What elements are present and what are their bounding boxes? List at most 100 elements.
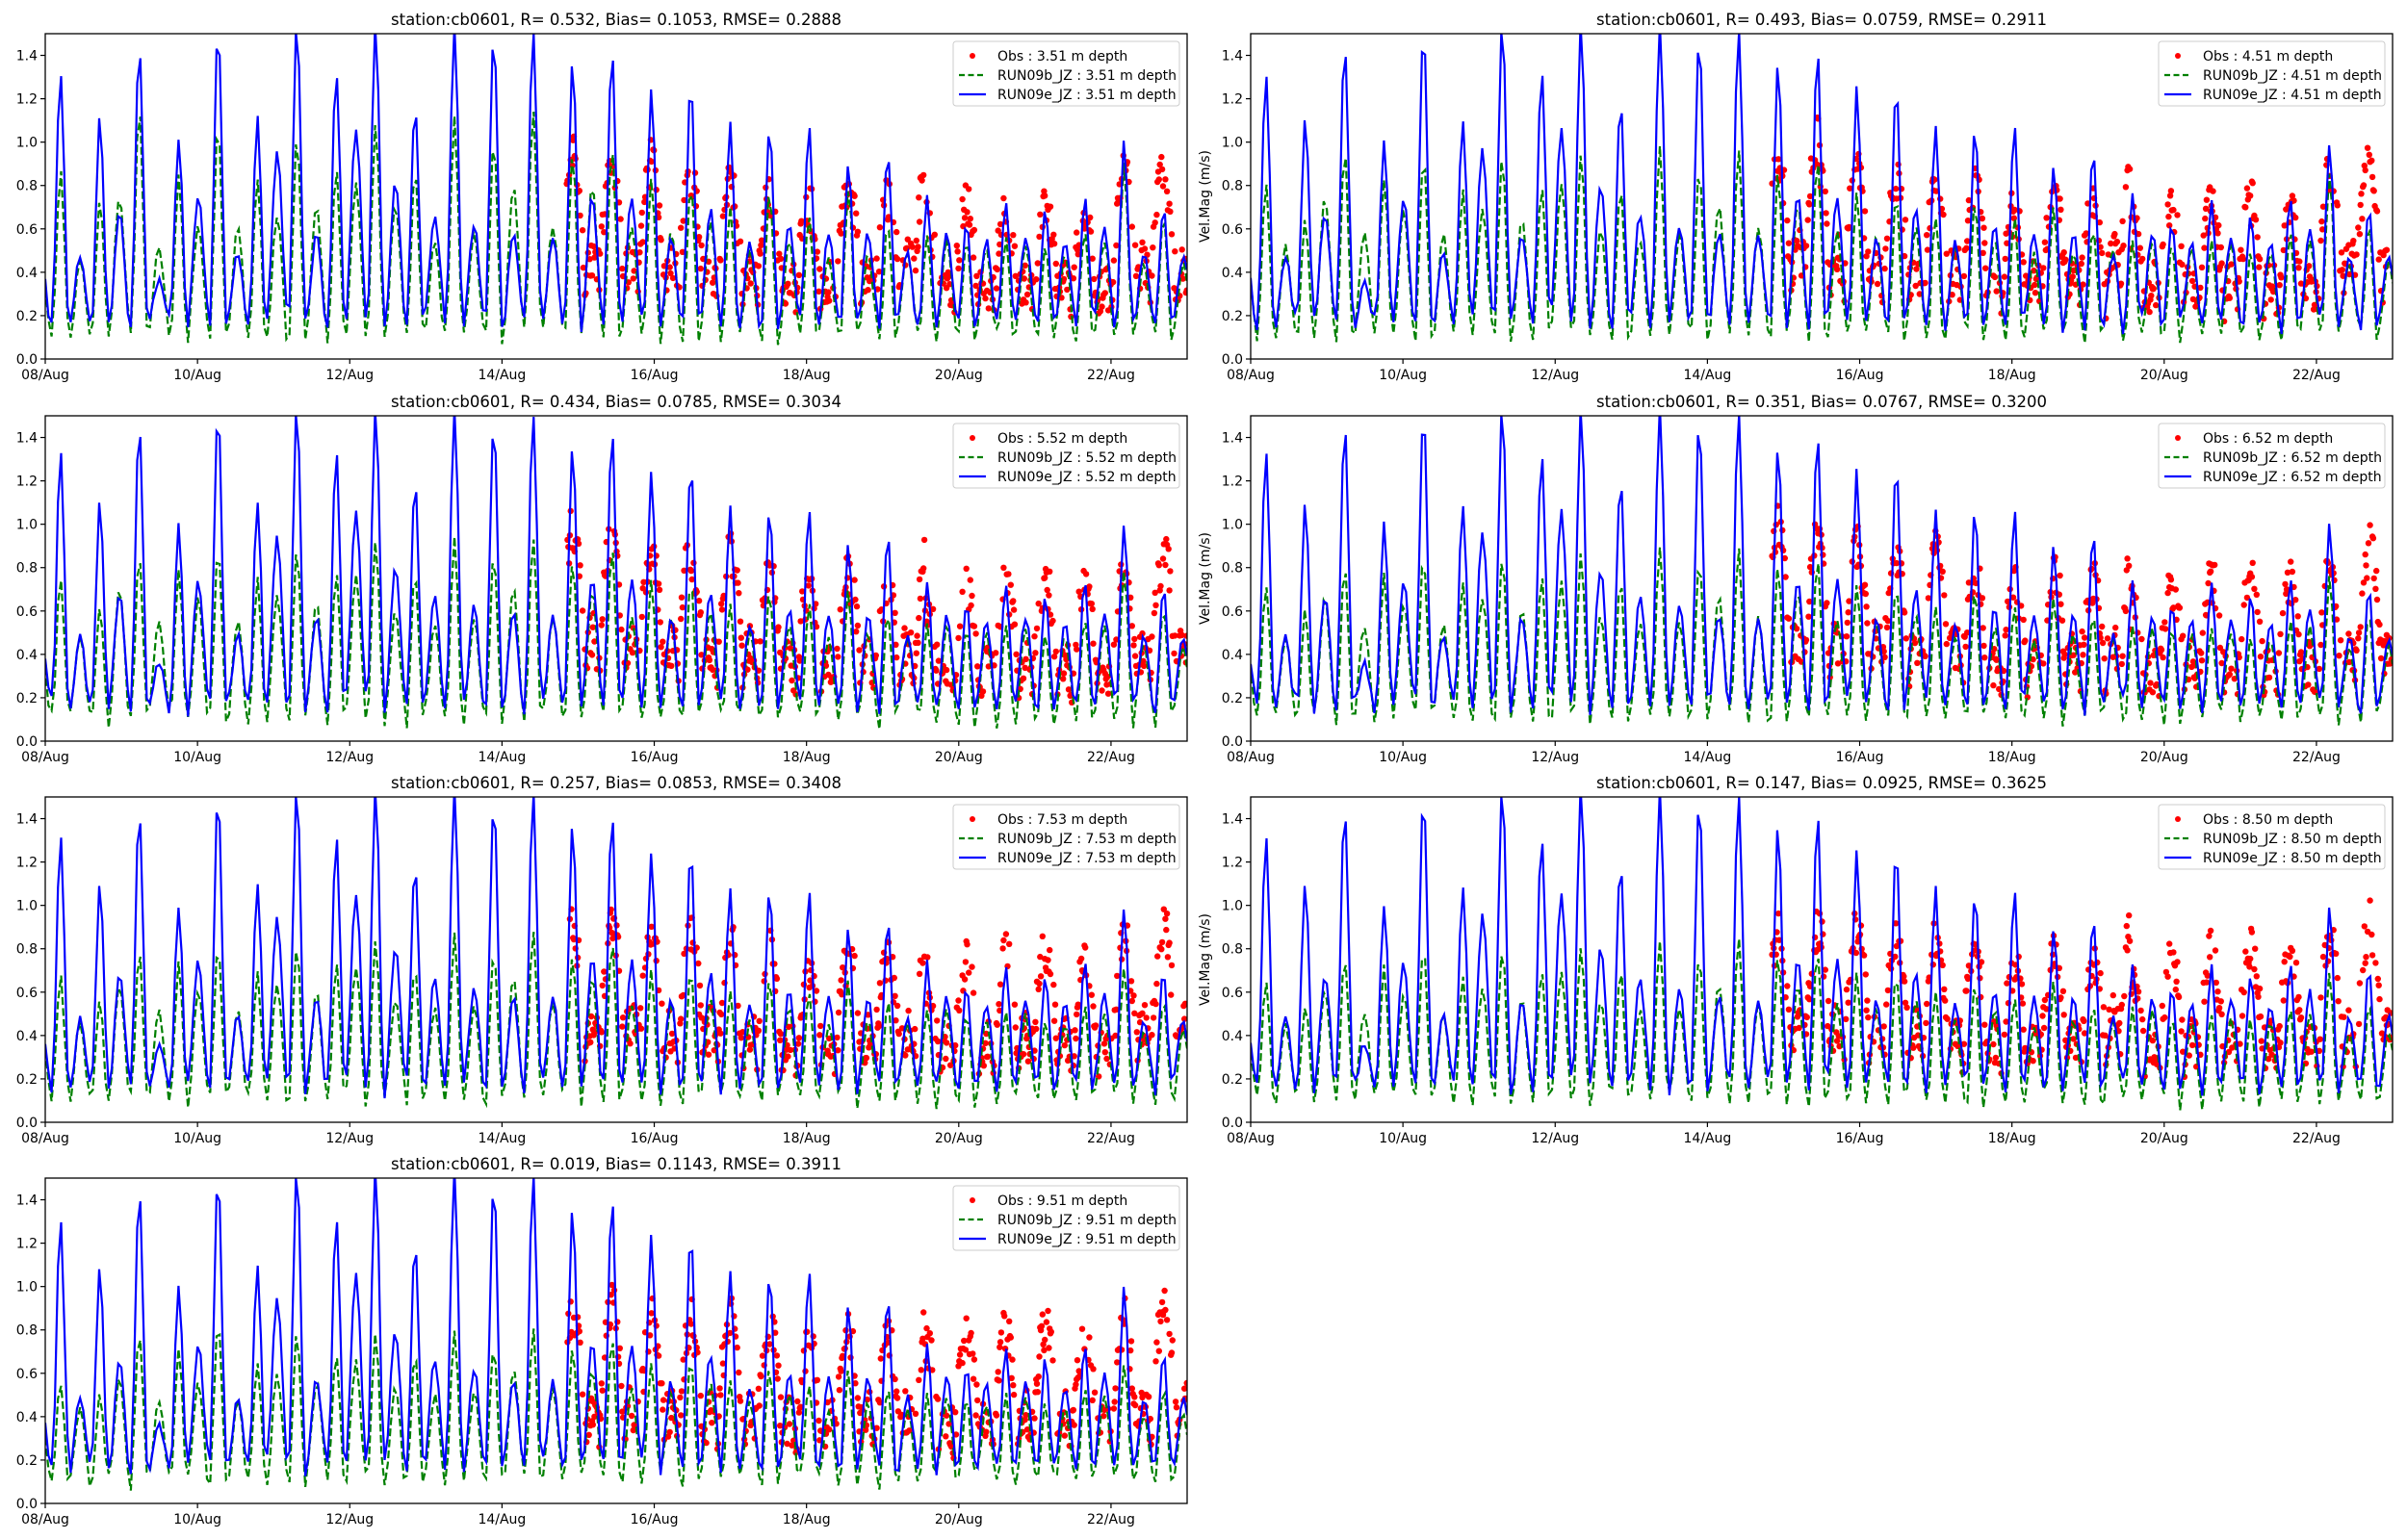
obs-point [969,592,975,600]
obs-point [2123,922,2130,930]
subplot-6: station:cb0601, R= 0.147, Bias= 0.0925, … [1198,774,2394,1146]
obs-point [1000,564,1007,571]
obs-point [586,256,593,263]
obs-point [2003,627,2009,633]
obs-point [1159,183,1167,190]
obs-point [2308,1048,2315,1055]
obs-point [2291,197,2297,204]
obs-point [961,976,969,983]
obs-point [1022,299,1029,306]
subplot-title: station:cb0601, R= 0.351, Bias= 0.0767, … [1596,393,2047,411]
obs-point [1833,1038,1841,1044]
obs-point [589,624,596,630]
obs-point [972,282,979,290]
obs-point [993,1412,1000,1419]
obs-point [766,1341,773,1348]
obs-point [1155,1348,1163,1354]
obs-point [1152,602,1159,608]
obs-point [738,634,744,641]
obs-point [2243,185,2251,192]
obs-point [1060,275,1068,283]
obs-point [2135,988,2142,995]
obs-point [2360,579,2368,586]
y-tick-label: 0.4 [16,1029,38,1044]
obs-point [703,1439,710,1447]
obs-point [738,642,745,649]
obs-point [1009,1356,1016,1363]
obs-point [776,250,783,257]
obs-point [967,216,973,222]
obs-point [1156,161,1163,168]
obs-point [787,1046,794,1054]
obs-point [892,1375,898,1383]
obs-point [1032,650,1039,656]
obs-point [2172,586,2179,593]
obs-point [962,959,970,965]
obs-point [2248,574,2256,580]
obs-point [2292,960,2300,966]
obs-point [2214,230,2221,237]
obs-point [678,1388,686,1395]
obs-point [2247,192,2254,199]
obs-point [1949,292,1955,298]
obs-point [1944,1015,1951,1022]
obs-point [2363,562,2369,569]
obs-point [1082,944,1089,951]
obs-point [2041,996,2049,1004]
obs-point [1159,555,1167,562]
obs-point [2080,281,2086,288]
obs-point [2119,218,2126,224]
obs-point [1103,1055,1110,1063]
obs-point [972,630,979,637]
obs-point [2295,993,2302,1001]
x-tick-label: 08/Aug [21,368,69,383]
plot-content [45,1178,1187,1491]
obs-point [2070,1036,2077,1042]
obs-point [2003,1018,2009,1025]
obs-point [718,999,726,1007]
obs-point [2161,619,2168,626]
obs-point [1022,655,1029,662]
obs-point [2269,283,2276,290]
obs-point [985,305,992,312]
obs-point [1157,582,1164,590]
obs-point [2011,206,2018,214]
obs-point [1033,276,1040,283]
obs-point [1165,546,1172,552]
obs-point [2137,1007,2144,1014]
x-tick-label: 12/Aug [1531,750,1579,765]
obs-point [2369,535,2377,542]
obs-point [851,952,858,960]
legend: Obs : 6.52 m depth RUN09b_JZ : 6.52 m dep… [2158,423,2386,489]
obs-point [1151,609,1158,617]
obs-point [2060,249,2067,256]
obs-point [1073,641,1079,649]
obs-point [2197,284,2204,292]
obs-point [696,982,704,989]
x-tick-label: 14/Aug [1683,750,1731,765]
obs-point [1022,262,1028,269]
obs-point [737,238,744,244]
run09b-series-line [45,536,1187,730]
obs-point [2292,597,2299,603]
x-tick-label: 18/Aug [783,1131,831,1146]
obs-point [920,565,927,572]
obs-point [2370,188,2377,194]
obs-point [864,1396,870,1403]
obs-point [2306,263,2313,270]
obs-point [797,618,804,625]
obs-point [1139,1010,1146,1017]
obs-point [835,1009,842,1016]
obs-point [577,212,583,219]
x-tick-label: 16/Aug [1836,1131,1884,1146]
x-tick-label: 20/Aug [935,1512,983,1527]
obs-point [999,945,1006,952]
obs-point [795,1035,803,1041]
obs-point [795,1409,803,1416]
obs-point [1090,1366,1097,1373]
obs-point [835,1047,841,1054]
obs-point [916,1376,922,1384]
axes-frame [1250,415,2394,742]
obs-point [1902,635,1910,642]
obs-point [2372,960,2379,966]
